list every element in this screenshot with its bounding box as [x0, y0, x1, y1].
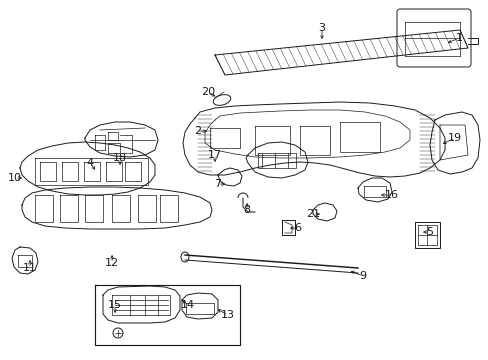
Text: 6: 6 [294, 223, 301, 233]
Text: 3: 3 [318, 23, 325, 33]
Text: 17: 17 [207, 150, 222, 160]
Text: 11: 11 [23, 263, 37, 273]
Text: 15: 15 [108, 300, 122, 310]
Text: 4: 4 [86, 158, 93, 168]
Text: 19: 19 [447, 133, 461, 143]
Text: 14: 14 [181, 300, 195, 310]
Text: 2: 2 [194, 126, 201, 136]
Text: 10: 10 [8, 173, 22, 183]
Text: 9: 9 [359, 271, 366, 281]
Text: 5: 5 [426, 227, 433, 237]
Text: 8: 8 [243, 205, 250, 215]
Text: 1: 1 [454, 33, 462, 43]
Text: 16: 16 [384, 190, 398, 200]
Text: 13: 13 [221, 310, 235, 320]
Text: 21: 21 [305, 209, 320, 219]
Text: 18: 18 [113, 153, 127, 163]
Text: 7: 7 [214, 179, 221, 189]
Text: 20: 20 [201, 87, 215, 97]
Text: 12: 12 [105, 258, 119, 268]
